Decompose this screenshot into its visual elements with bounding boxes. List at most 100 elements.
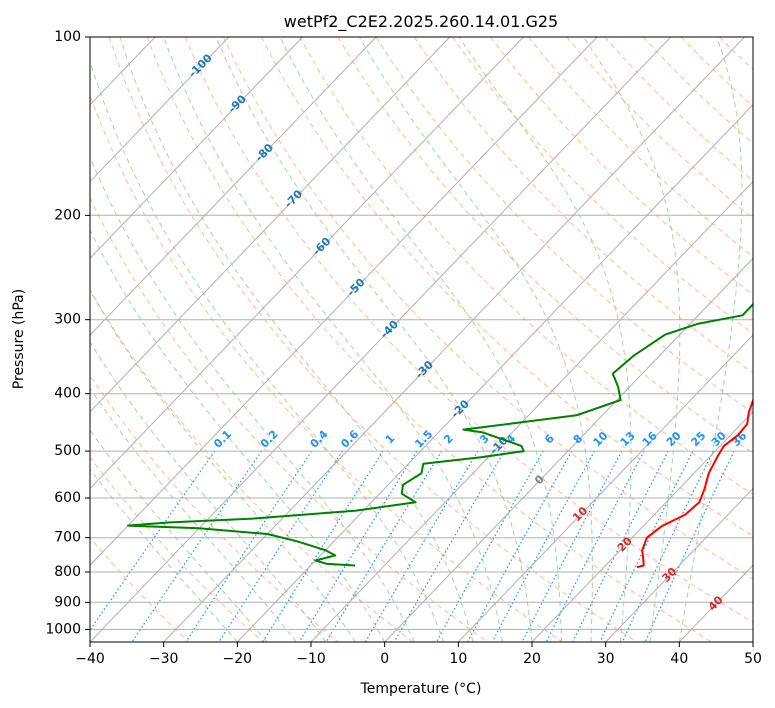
moist-adiabat bbox=[583, 37, 681, 642]
x-tick-label: −10 bbox=[296, 651, 326, 667]
mixing-ratio-label: 1.5 bbox=[412, 428, 435, 451]
isotherm bbox=[752, 641, 753, 642]
mixing-ratio-line bbox=[90, 450, 216, 632]
dry-adiabat bbox=[261, 37, 753, 537]
x-tick-label: −40 bbox=[75, 651, 105, 667]
mixing-ratio-label: 13 bbox=[618, 429, 638, 449]
isotherm bbox=[90, 37, 524, 490]
dry-adiabat bbox=[184, 37, 753, 623]
x-axis: −40 −30 −20 −10 0 10 20 30 40 50 bbox=[75, 642, 762, 667]
isotherms bbox=[0, 37, 753, 642]
dry-adiabat bbox=[604, 37, 753, 182]
mixing-ratio-line bbox=[298, 450, 418, 642]
y-axis-label: Pressure (hPa) bbox=[11, 289, 27, 389]
mixing-ratio-line bbox=[325, 450, 443, 642]
dry-adiabat bbox=[90, 374, 339, 642]
isotherm bbox=[90, 37, 303, 260]
dry-adiabat bbox=[718, 37, 753, 71]
mixing-ratio-label: 6 bbox=[542, 432, 557, 447]
dry-adiabat bbox=[451, 37, 753, 335]
moist-adiabat bbox=[90, 468, 238, 642]
isotherm bbox=[310, 180, 753, 642]
line-labels: 0.1 0.2 0.4 0.6 1 1.5 2 3 4 6 8 10 13 16 20 25 30 36-100-… bbox=[186, 51, 750, 613]
moist-adiabat bbox=[358, 37, 593, 642]
moist-adiabats bbox=[90, 37, 743, 642]
isotherm bbox=[531, 411, 753, 642]
y-tick-label: 500 bbox=[54, 443, 81, 459]
mixing-ratio-label: 1 bbox=[383, 432, 398, 447]
dry-adiabat bbox=[90, 196, 488, 642]
mixing-ratio-line bbox=[218, 450, 343, 642]
mixing-ratio-line bbox=[364, 450, 479, 642]
dry-adiabat bbox=[90, 94, 563, 642]
moist-adiabat bbox=[119, 37, 474, 642]
mixing-ratio-label: 16 bbox=[640, 429, 660, 449]
isotherm bbox=[384, 257, 753, 642]
mixing-ratio-label: 25 bbox=[688, 429, 708, 449]
temperature-profile bbox=[636, 398, 753, 569]
dry-adiabat bbox=[337, 37, 753, 454]
y-tick-label: 600 bbox=[54, 490, 81, 506]
moist-adiabat bbox=[215, 37, 533, 642]
mixing-ratio-label: 0.6 bbox=[338, 427, 361, 450]
moist-adiabat bbox=[90, 59, 445, 642]
isotherm bbox=[90, 37, 230, 183]
mixing-ratio-line bbox=[521, 450, 623, 642]
moist-adiabat bbox=[279, 37, 562, 642]
y-tick-label: 200 bbox=[54, 207, 81, 223]
y-tick-label: 300 bbox=[54, 312, 81, 328]
x-tick-label: −20 bbox=[223, 651, 253, 667]
dry-adiabat bbox=[90, 456, 264, 642]
mixing-ratio-line bbox=[599, 450, 694, 642]
dry-adiabat bbox=[413, 37, 753, 374]
x-axis-label: Temperature (°C) bbox=[360, 681, 482, 697]
mixing-ratio-line bbox=[185, 450, 313, 642]
isotherm bbox=[90, 37, 598, 566]
mixing-ratio-label: 0.1 bbox=[211, 428, 234, 451]
mixing-ratio-lines bbox=[90, 450, 735, 642]
dry-adiabat bbox=[528, 37, 753, 257]
y-tick-label: 700 bbox=[54, 530, 81, 546]
mixing-ratio-line bbox=[545, 450, 645, 642]
x-tick-label: 30 bbox=[597, 651, 615, 667]
mixing-ratio-line bbox=[644, 450, 735, 642]
isotherm bbox=[90, 37, 451, 413]
chart-title: wetPf2_C2E2.2025.260.14.01.G25 bbox=[284, 12, 558, 32]
plot-frame bbox=[89, 36, 754, 643]
moist-adiabat bbox=[90, 341, 327, 642]
y-tick-label: 1000 bbox=[45, 621, 81, 637]
isotherm bbox=[0, 37, 8, 642]
plot-area: 0.1 0.2 0.4 0.6 1 1.5 2 3 4 6 8 10 13 16 20 25 30 36-100-… bbox=[0, 37, 775, 642]
dry-adiabat bbox=[642, 37, 753, 145]
y-axis: 100 200 300 400 500 600 700 800 900 1000 bbox=[45, 29, 90, 637]
dry-adiabat bbox=[108, 37, 638, 642]
mixing-ratio-label: 2 bbox=[441, 432, 456, 447]
x-tick-label: 20 bbox=[523, 651, 541, 667]
mixing-ratio-label: 20 bbox=[664, 429, 684, 449]
moist-adiabat bbox=[90, 229, 386, 642]
isotherm bbox=[163, 37, 745, 642]
moist-adiabat bbox=[458, 37, 632, 642]
dry-adiabats bbox=[90, 37, 775, 642]
isotherm bbox=[457, 334, 753, 642]
isotherm bbox=[236, 104, 753, 642]
moist-adiabat bbox=[90, 387, 297, 642]
dry-adiabat bbox=[299, 37, 753, 495]
x-tick-label: 0 bbox=[380, 651, 389, 667]
dewpoint-profile bbox=[127, 302, 753, 567]
mixing-ratio-label: 30 bbox=[709, 429, 729, 449]
mixing-ratio-line bbox=[621, 450, 714, 642]
mixing-ratio-line bbox=[572, 450, 669, 642]
series bbox=[127, 302, 753, 569]
dry-adiabat bbox=[90, 288, 414, 642]
y-tick-label: 400 bbox=[54, 386, 81, 402]
dry-adiabat bbox=[90, 536, 190, 642]
dry-adiabat bbox=[757, 37, 775, 642]
y-tick-label: 800 bbox=[54, 564, 81, 580]
moist-adiabat bbox=[678, 37, 743, 642]
y-tick-label: 900 bbox=[54, 594, 81, 610]
dry-adiabat bbox=[566, 37, 753, 219]
mixing-ratio-line bbox=[435, 450, 544, 642]
isotherm bbox=[90, 37, 672, 642]
